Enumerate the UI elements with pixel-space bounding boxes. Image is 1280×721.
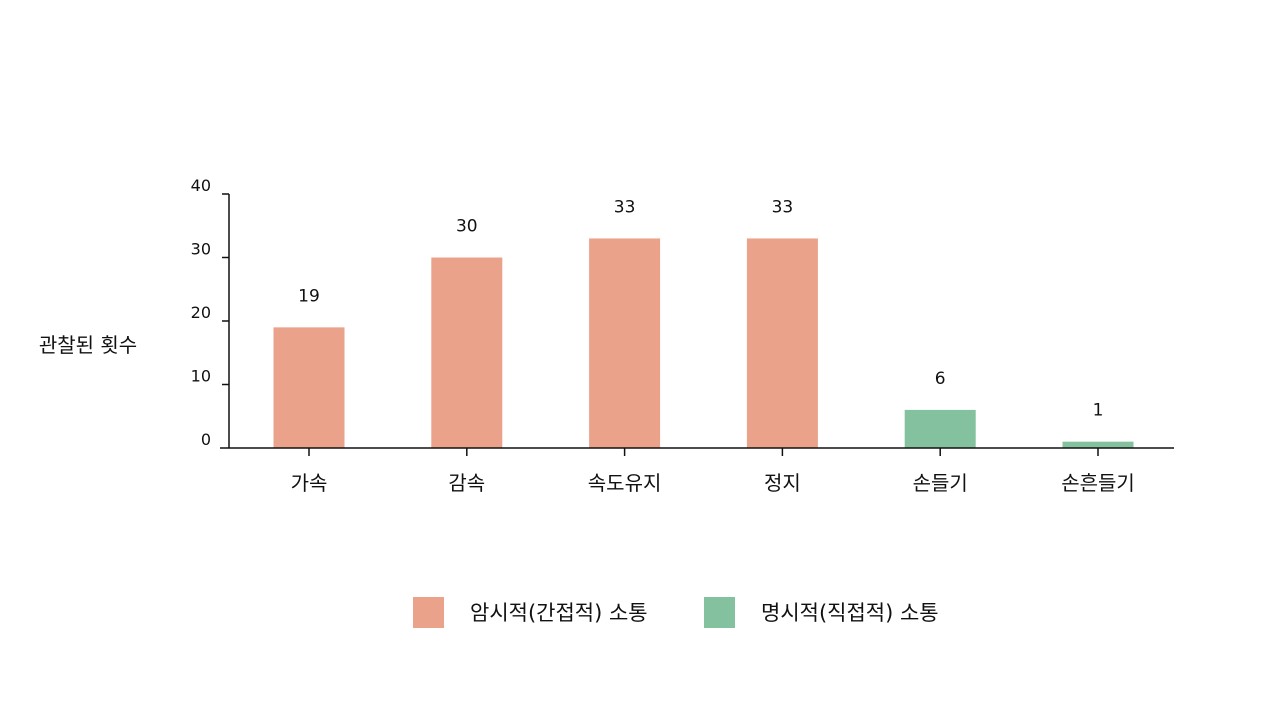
bars bbox=[273, 238, 1134, 448]
x-tick-label: 속도유지 bbox=[588, 471, 662, 495]
x-tick-label: 손들기 bbox=[913, 471, 968, 495]
bar-0 bbox=[273, 327, 345, 448]
y-tick-label: 40 bbox=[191, 176, 211, 195]
data-label: 33 bbox=[614, 197, 636, 217]
data-label: 30 bbox=[456, 217, 478, 237]
x-tick-label: 손흔들기 bbox=[1061, 471, 1135, 495]
y-tick-label: 30 bbox=[191, 240, 211, 259]
y-tick-label: 0 bbox=[201, 430, 211, 449]
legend-swatch-explicit bbox=[704, 597, 735, 628]
data-label: 6 bbox=[935, 369, 946, 389]
x-tick-label: 감속 bbox=[448, 471, 485, 495]
legend-swatch-implicit bbox=[413, 597, 444, 628]
bar-5 bbox=[1062, 441, 1134, 448]
data-label: 19 bbox=[298, 286, 320, 306]
y-axis: 0 10 20 30 40 bbox=[191, 176, 230, 449]
y-tick-label: 20 bbox=[191, 303, 211, 322]
data-label: 33 bbox=[772, 197, 794, 217]
bar-4 bbox=[904, 409, 976, 448]
bar-3 bbox=[746, 238, 818, 448]
x-tick-label: 가속 bbox=[291, 471, 328, 495]
bar-2 bbox=[589, 238, 661, 448]
y-axis-title: 관찰된 횟수 bbox=[39, 333, 137, 357]
bar-1 bbox=[431, 257, 503, 448]
data-label: 1 bbox=[1093, 401, 1104, 421]
x-tick-label: 정지 bbox=[764, 471, 801, 495]
legend-label-explicit: 명시적(직접적) 소통 bbox=[761, 601, 939, 625]
x-axis: 가속 감속 속도유지 정지 손들기 손흔들기 bbox=[220, 447, 1174, 495]
legend-label-implicit: 암시적(간접적) 소통 bbox=[470, 601, 648, 625]
y-tick-label: 10 bbox=[191, 367, 211, 386]
value-labels: 19 30 33 33 6 1 bbox=[298, 197, 1103, 420]
legend: 암시적(간접적) 소통 명시적(직접적) 소통 bbox=[413, 597, 939, 628]
